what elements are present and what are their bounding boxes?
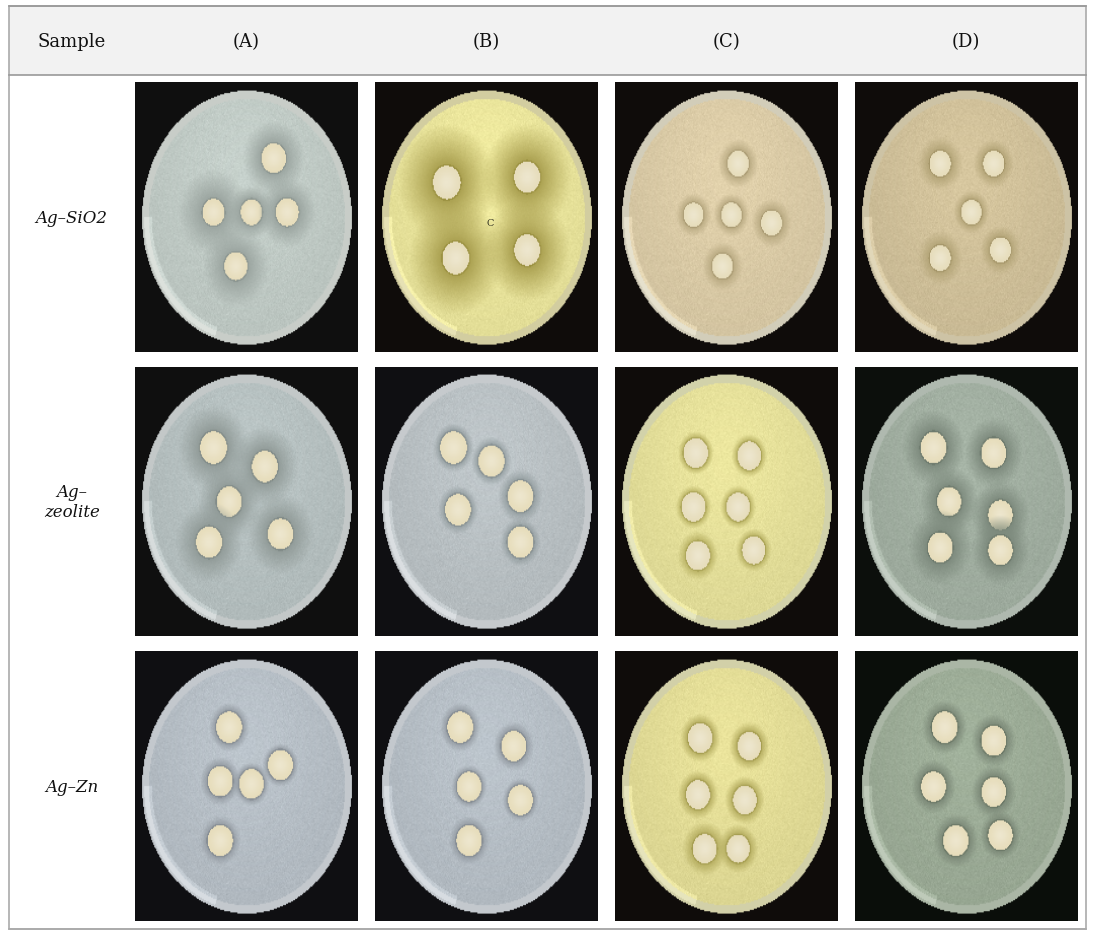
Text: Ag–SiO2: Ag–SiO2 (36, 210, 107, 227)
Text: (B): (B) (472, 33, 499, 51)
Text: Ag–Zn: Ag–Zn (45, 778, 99, 795)
Text: (A): (A) (232, 33, 260, 51)
Text: C: C (487, 219, 494, 227)
Bar (9, 7, 1086, 76)
Text: (D): (D) (952, 33, 980, 51)
Text: (C): (C) (712, 33, 740, 51)
Text: Sample: Sample (37, 33, 106, 51)
Text: Ag–
zeolite: Ag– zeolite (44, 484, 100, 520)
